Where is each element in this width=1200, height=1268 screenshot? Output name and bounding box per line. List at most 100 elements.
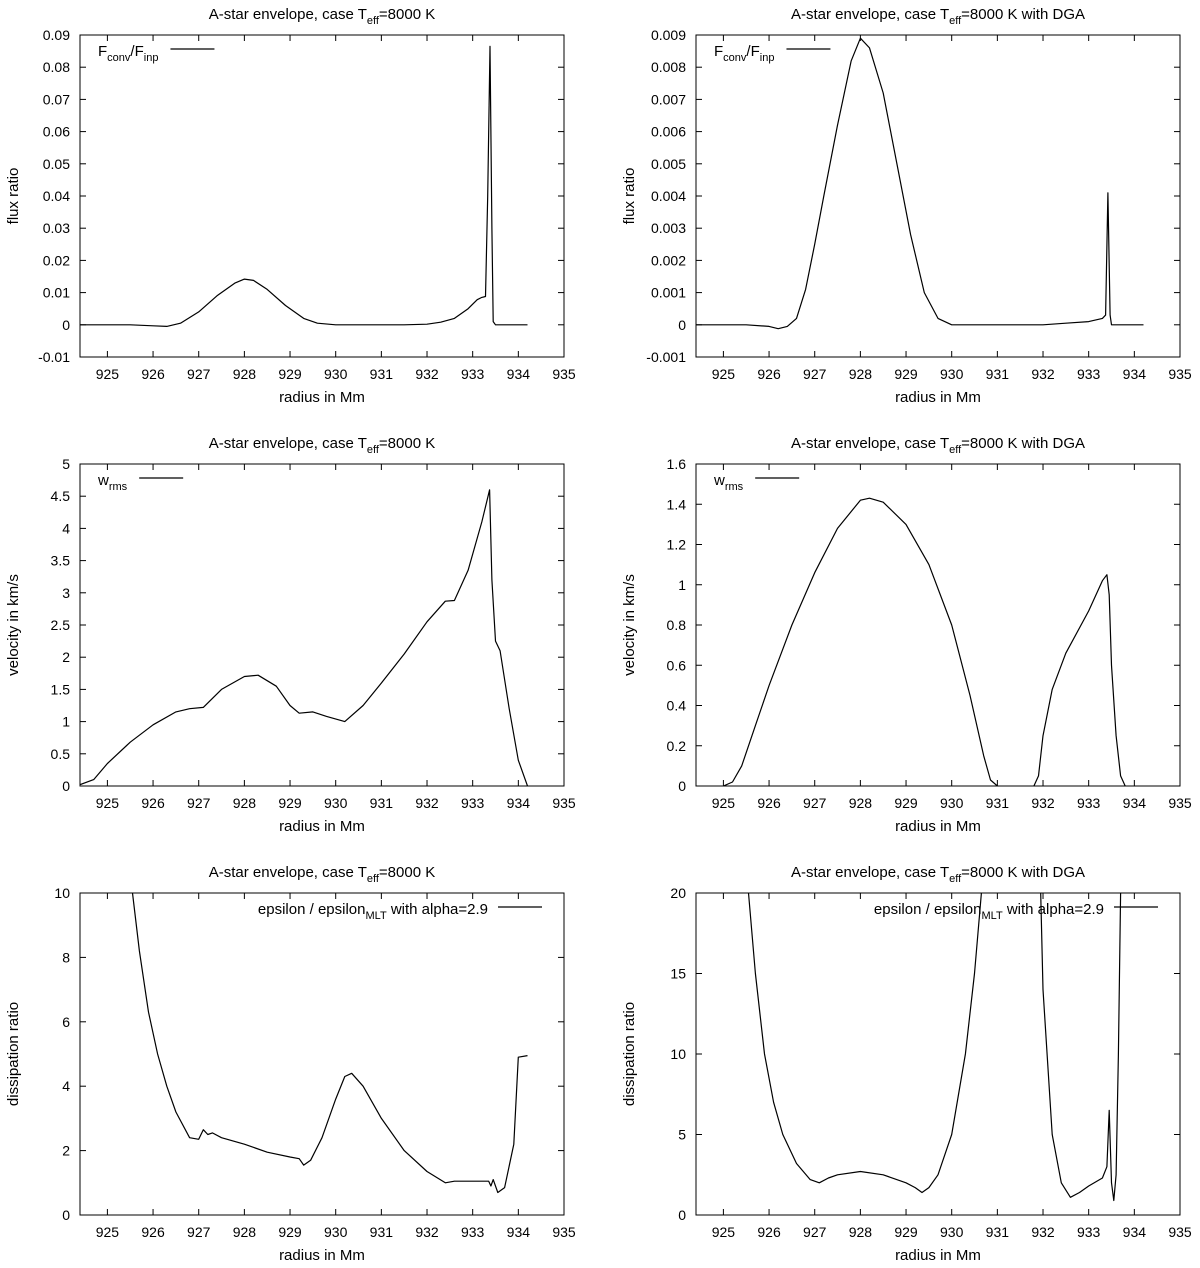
x-tick-label: 930	[324, 795, 348, 811]
x-tick-label: 927	[803, 366, 827, 382]
chart-title: A-star envelope, case Teff=8000 K with D…	[791, 864, 1085, 885]
y-tick-label: 0.003	[651, 220, 686, 236]
x-tick-label: 925	[712, 366, 736, 382]
y-tick-label: 0.008	[651, 59, 686, 75]
y-axis-label: dissipation ratio	[5, 1002, 22, 1106]
y-tick-label: 0.006	[651, 124, 686, 140]
legend: wrms	[97, 472, 184, 493]
plot-frame	[695, 463, 1181, 787]
x-tick-label: 935	[552, 366, 576, 382]
y-tick-label: 1.6	[667, 456, 687, 472]
chart-4: A-star envelope, case Teff=8000 K with D…	[621, 435, 1192, 835]
series-line-2	[1033, 574, 1126, 786]
y-tick-label: 0.06	[43, 124, 70, 140]
y-tick-label: 0	[62, 1207, 70, 1223]
chart-6: A-star envelope, case Teff=8000 K with D…	[621, 864, 1192, 1264]
y-tick-label: 0.001	[651, 285, 686, 301]
y-tick-label: 4	[62, 1078, 70, 1094]
y-tick-label: 15	[670, 966, 686, 982]
y-tick-label: 10	[670, 1046, 686, 1062]
y-tick-label: 2	[62, 649, 70, 665]
x-tick-label: 928	[233, 1224, 257, 1240]
x-tick-label: 926	[757, 366, 781, 382]
series-line-1	[747, 893, 982, 1194]
y-axis-label: velocity in km/s	[621, 574, 638, 676]
x-tick-label: 925	[96, 795, 120, 811]
x-tick-label: 934	[507, 1224, 531, 1240]
x-axis-label: radius in Mm	[279, 389, 365, 406]
x-tick-label: 935	[1168, 366, 1192, 382]
legend-label: wrms	[713, 472, 744, 493]
chart-title: A-star envelope, case Teff=8000 K with D…	[791, 6, 1085, 27]
x-tick-label: 925	[712, 1224, 736, 1240]
y-tick-label: 0.5	[51, 746, 71, 762]
x-tick-label: 932	[415, 795, 439, 811]
y-tick-label: -0.01	[38, 349, 70, 365]
y-tick-label: 0.08	[43, 59, 70, 75]
series-line-1	[80, 45, 528, 327]
y-tick-label: 8	[62, 949, 70, 965]
x-tick-label: 930	[940, 1224, 964, 1240]
x-tick-label: 933	[461, 1224, 485, 1240]
x-tick-label: 926	[141, 795, 165, 811]
chart-2: A-star envelope, case Teff=8000 K with D…	[621, 6, 1192, 406]
x-tick-label: 934	[1123, 795, 1147, 811]
y-tick-label: 1	[62, 714, 70, 730]
x-tick-label: 928	[849, 366, 873, 382]
y-axis-label: flux ratio	[5, 168, 22, 225]
y-tick-label: 0	[62, 317, 70, 333]
x-tick-label: 929	[894, 366, 918, 382]
x-tick-label: 931	[986, 366, 1010, 382]
x-tick-label: 933	[1077, 366, 1101, 382]
x-tick-label: 935	[1168, 795, 1192, 811]
x-tick-label: 931	[370, 795, 394, 811]
y-tick-label: 0.04	[43, 188, 70, 204]
x-tick-label: 927	[803, 1224, 827, 1240]
x-tick-label: 930	[940, 366, 964, 382]
x-tick-label: 928	[233, 366, 257, 382]
chart-3: A-star envelope, case Teff=8000 K 925 926 9…	[5, 435, 576, 835]
plot-frame	[79, 892, 565, 1216]
x-tick-label: 928	[849, 795, 873, 811]
y-tick-label: 0	[678, 1207, 686, 1223]
y-tick-label: 0	[678, 317, 686, 333]
legend: wrms	[713, 472, 800, 493]
legend-label: epsilon / epsilonMLT with alpha=2.9	[874, 901, 1104, 922]
legend: Fconv/Finp	[714, 43, 831, 64]
x-tick-label: 928	[233, 795, 257, 811]
x-tick-label: 928	[849, 1224, 873, 1240]
x-tick-label: 932	[415, 1224, 439, 1240]
x-axis-label: radius in Mm	[895, 818, 981, 835]
x-tick-label: 927	[187, 795, 211, 811]
x-axis-label: radius in Mm	[895, 389, 981, 406]
y-tick-label: 10	[54, 885, 70, 901]
x-tick-label: 927	[187, 1224, 211, 1240]
legend-label: Fconv/Finp	[714, 43, 774, 64]
x-tick-label: 925	[712, 795, 736, 811]
y-tick-label: 3.5	[51, 553, 71, 569]
y-tick-label: 1	[678, 577, 686, 593]
y-tick-label: 2	[62, 1143, 70, 1159]
y-tick-label: 0.01	[43, 285, 70, 301]
legend: Fconv/Finp	[98, 43, 215, 64]
y-tick-label: 0.007	[651, 91, 686, 107]
series-line-1	[696, 37, 1144, 330]
y-tick-label: -0.001	[646, 349, 686, 365]
y-tick-label: 4.5	[51, 488, 71, 504]
x-tick-label: 932	[1031, 366, 1055, 382]
y-tick-label: 20	[670, 885, 686, 901]
x-tick-label: 930	[940, 795, 964, 811]
series-line-1	[723, 497, 998, 786]
x-tick-label: 929	[278, 366, 302, 382]
y-tick-label: 0.8	[667, 617, 687, 633]
x-tick-label: 927	[803, 795, 827, 811]
chart-title: A-star envelope, case Teff=8000 K with D…	[791, 435, 1085, 456]
x-tick-label: 926	[141, 366, 165, 382]
y-tick-label: 0.009	[651, 27, 686, 43]
legend-label: Fconv/Finp	[98, 43, 158, 64]
chart-title: A-star envelope, case Teff=8000 K	[209, 435, 435, 456]
chart-title: A-star envelope, case Teff=8000 K	[209, 864, 435, 885]
x-tick-label: 933	[1077, 795, 1101, 811]
y-tick-label: 0.05	[43, 156, 70, 172]
